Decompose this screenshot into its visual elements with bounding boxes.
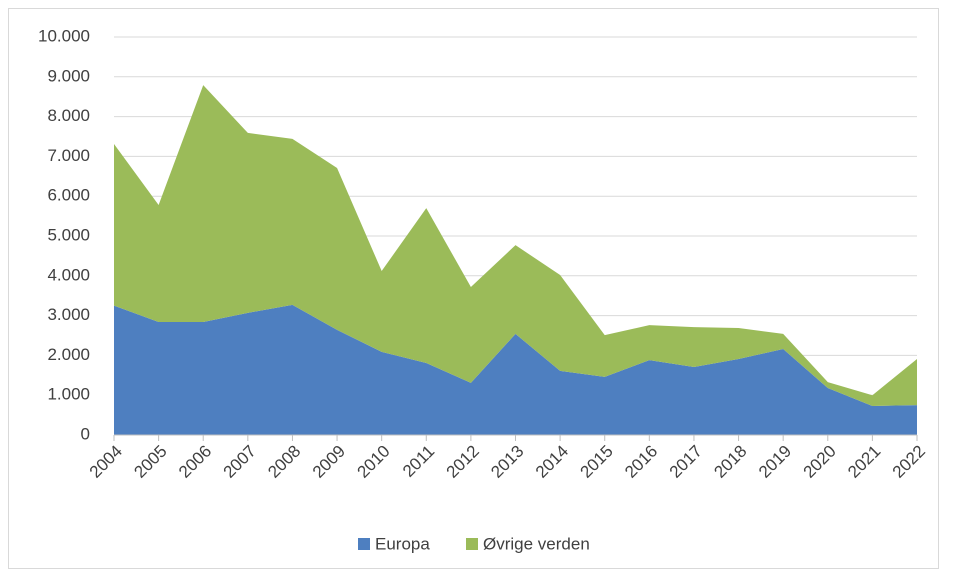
legend-swatch	[358, 538, 370, 550]
y-tick-label: 10.000	[38, 26, 90, 45]
y-tick-label: 8.000	[47, 106, 90, 125]
y-tick-label: 3.000	[47, 305, 90, 324]
y-tick-label: 6.000	[47, 186, 90, 205]
y-tick-label: 0	[81, 424, 90, 443]
y-tick-label: 4.000	[47, 265, 90, 284]
y-tick-label: 2.000	[47, 345, 90, 364]
y-tick-label: 9.000	[47, 66, 90, 85]
legend-swatch	[466, 538, 478, 550]
area	[114, 304, 917, 435]
area	[114, 85, 917, 406]
legend-label: Europa	[375, 534, 430, 553]
y-tick-label: 1.000	[47, 385, 90, 404]
y-tick-label: 5.000	[47, 225, 90, 244]
y-tick-label: 7.000	[47, 146, 90, 165]
legend-label: Øvrige verden	[483, 534, 590, 553]
